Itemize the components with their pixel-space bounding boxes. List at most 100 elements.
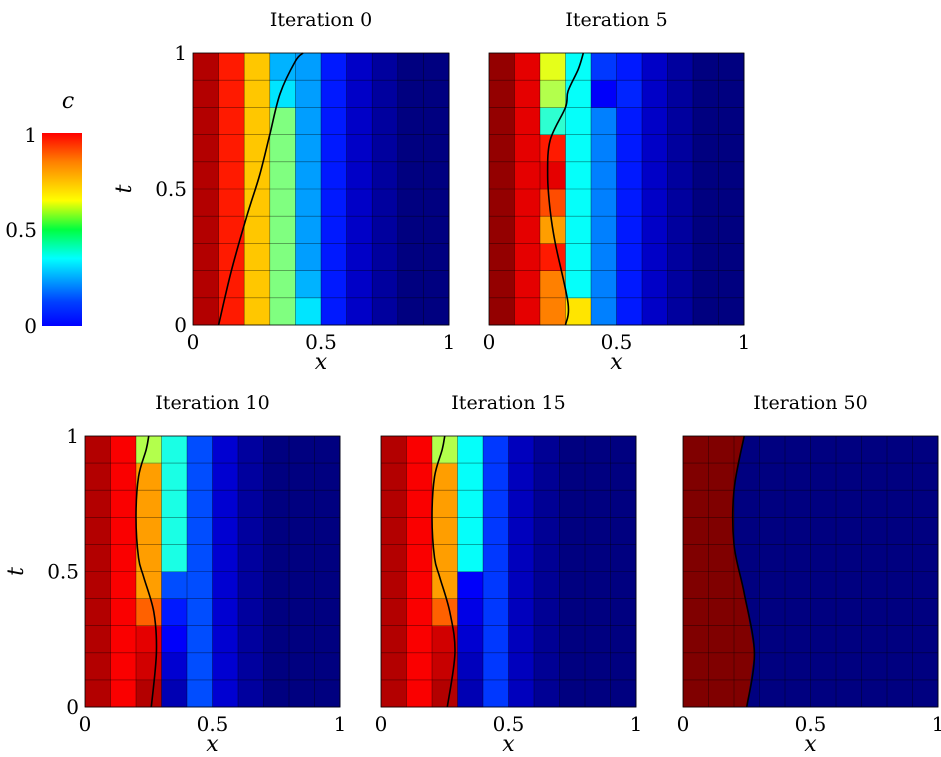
- heatmap-cell: [161, 598, 188, 627]
- heatmap-cell: [810, 625, 837, 654]
- heatmap-cell: [887, 652, 913, 681]
- heatmap-cell: [136, 679, 162, 708]
- heatmap-cell: [397, 270, 424, 299]
- heatmap-cell: [534, 625, 560, 654]
- heatmap-cell: [187, 517, 213, 545]
- heatmap-cell: [289, 436, 315, 464]
- heatmap-cell: [161, 571, 188, 599]
- heatmap-cell: [212, 598, 239, 627]
- heatmap-cell: [667, 53, 694, 81]
- interface-curve: [217, 52, 304, 326]
- heatmap-cell: [585, 625, 611, 654]
- heatmap-cell: [810, 571, 837, 599]
- heatmap-cell: [85, 463, 111, 491]
- heatmap-cell: [457, 625, 484, 654]
- heatmap-cell: [110, 652, 137, 681]
- heatmap-cell: [187, 652, 213, 681]
- heatmap-cell: [406, 652, 433, 681]
- heatmap-cell: [508, 598, 535, 627]
- heatmap-cell: [718, 161, 745, 190]
- x-tick-label: 0: [677, 712, 690, 736]
- heatmap-cell: [887, 598, 913, 627]
- heatmap-cell: [321, 53, 347, 81]
- heatmap-cell: [483, 517, 509, 545]
- heatmap-cell: [489, 189, 515, 217]
- heatmap-cell: [718, 243, 745, 271]
- colorbar-tick-max: 1: [24, 123, 37, 147]
- heatmap-cell: [161, 490, 188, 518]
- heatmap-cell: [483, 679, 509, 708]
- heatmap-cell: [610, 625, 637, 654]
- heatmap-cell: [136, 517, 162, 545]
- heatmap-cell: [559, 625, 586, 654]
- heatmap-cell: [565, 161, 592, 190]
- heatmap-cell: [540, 297, 566, 326]
- heatmap-cell: [565, 189, 592, 217]
- y-tick-label: 0.5: [155, 177, 187, 201]
- heatmap-cell: [514, 53, 541, 81]
- heatmap-cell: [314, 679, 341, 708]
- heatmap-cell: [759, 625, 786, 654]
- heatmap-cell: [263, 517, 290, 545]
- heatmap-cell: [269, 270, 296, 299]
- panel-4: Iteration 50 0 0.5 1 x: [677, 392, 941, 757]
- heatmap-cell: [187, 679, 213, 708]
- x-tick-label: 1: [630, 712, 643, 736]
- heatmap-cell: [187, 463, 213, 491]
- heatmap-cell: [585, 463, 611, 491]
- heatmap-cell: [887, 517, 913, 545]
- heatmap-cell: [585, 679, 611, 708]
- heatmap-cell: [785, 598, 811, 627]
- heatmap-cell: [861, 463, 888, 491]
- heatmap-cell: [718, 216, 745, 244]
- heatmap-cell: [642, 107, 668, 135]
- heatmap-cell: [565, 270, 592, 299]
- heatmap-cell: [346, 216, 373, 244]
- heatmap-cell: [759, 544, 786, 572]
- heatmap-cell: [346, 270, 373, 299]
- heatmap-cell: [508, 625, 535, 654]
- heatmap-cell: [314, 463, 341, 491]
- heatmap-cell: [759, 463, 786, 491]
- heatmap-cell: [483, 490, 509, 518]
- y-tick-label: 0: [66, 695, 79, 719]
- x-tick-label: 0: [187, 330, 200, 354]
- heatmap-cell: [483, 652, 509, 681]
- heatmap-cell: [314, 571, 341, 599]
- y-tick-label: 0: [174, 313, 187, 337]
- heatmap-cell: [244, 243, 271, 271]
- heatmap-cell: [85, 625, 111, 654]
- heatmap-cell: [314, 517, 341, 545]
- heatmap-cell: [397, 216, 424, 244]
- y-tick-label: 1: [66, 424, 79, 448]
- plot-frame: [488, 52, 745, 326]
- heatmap-cell: [785, 571, 811, 599]
- heatmap-cell: [269, 297, 296, 326]
- heatmap-cell: [289, 571, 315, 599]
- panel-0: Iteration 0 0 0.5 1 x 0 0.5 1 t: [112, 9, 455, 375]
- heatmap-cell: [110, 598, 137, 627]
- heatmap-cell: [540, 270, 566, 299]
- heatmap-cell: [667, 80, 694, 108]
- panel-title: Iteration 50: [753, 392, 867, 414]
- heatmap-cell: [693, 53, 719, 81]
- heatmap-cell: [346, 53, 373, 81]
- heatmap-cell: [263, 544, 290, 572]
- heatmap-cell: [540, 161, 566, 190]
- heatmap-cell: [887, 490, 913, 518]
- heatmap-cell: [508, 517, 535, 545]
- heatmap-cell: [610, 571, 637, 599]
- heatmap-cell: [514, 243, 541, 271]
- y-axis-label: t: [112, 184, 137, 193]
- heatmap-cell: [295, 189, 322, 217]
- heatmap-cell: [508, 544, 535, 572]
- panel-3: Iteration 15 0 0.5 1 x: [375, 392, 643, 757]
- heatmap-cell: [785, 463, 811, 491]
- heatmap-cell: [912, 571, 939, 599]
- heatmap-cell: [836, 463, 862, 491]
- heatmap-cell: [457, 463, 484, 491]
- heatmap-cell: [423, 80, 450, 108]
- heatmap-cell: [244, 270, 271, 299]
- heatmap-cell: [540, 80, 566, 108]
